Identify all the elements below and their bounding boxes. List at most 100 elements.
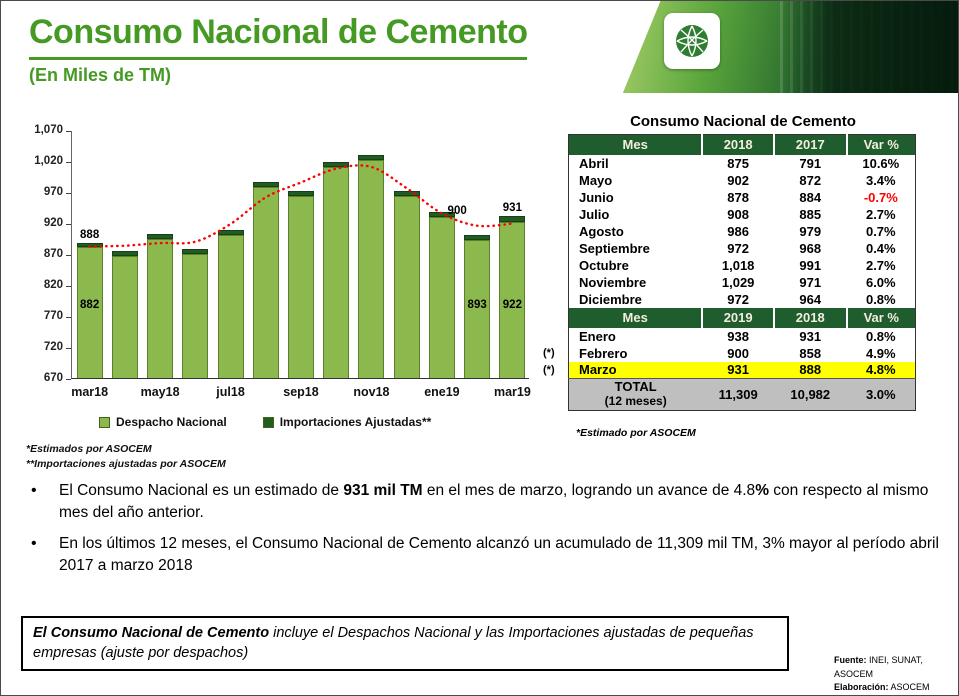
bar-despacho-dic18 xyxy=(393,195,420,378)
note-box: El Consumo Nacional de Cemento incluye e… xyxy=(21,616,789,672)
legend-swatch-icon xyxy=(262,416,274,428)
table-row: Septiembre 972 968 0.4% xyxy=(568,239,916,257)
table-cell-value: 972 xyxy=(702,239,774,257)
table-cell-month: Marzo xyxy=(568,361,703,379)
bar-value-label: 922 xyxy=(502,299,522,311)
table-cell-value: 900 xyxy=(702,344,774,362)
page-subtitle: (En Miles de TM) xyxy=(29,65,172,85)
table-cell-value: 4.9% xyxy=(846,344,916,362)
chart-legend: Despacho Nacional Importaciones Ajustadas… xyxy=(99,415,431,429)
estimated-row-marker: (*) xyxy=(543,346,555,359)
bar-importaciones-mar19 xyxy=(499,216,526,222)
table-cell-value: 878 xyxy=(702,188,774,206)
table-cell-value: 884 xyxy=(773,188,847,206)
x-axis-tick-label: mar18 xyxy=(71,385,109,399)
table-header-cell: Mes xyxy=(568,307,703,328)
y-axis-tick-label: 670 xyxy=(43,372,63,384)
y-axis-tick-mark xyxy=(66,224,71,225)
bar-despacho-jul18 xyxy=(217,235,244,378)
chart-footnote-1: *Estimados por ASOCEM xyxy=(26,443,152,455)
table-row: Noviembre 1,029 971 6.0% xyxy=(568,273,916,291)
table-row: Octubre 1,018 991 2.7% xyxy=(568,256,916,274)
table-cell-value: 791 xyxy=(773,154,847,172)
x-axis-tick-label: may18 xyxy=(140,385,180,399)
table-header-row: Mes 2018 2017 Var % xyxy=(568,134,916,155)
table-cell-value: 0.7% xyxy=(846,222,916,240)
table-row: Agosto 986 979 0.7% xyxy=(568,222,916,240)
x-axis-tick-label: mar19 xyxy=(493,385,531,399)
bar-value-label: 888 xyxy=(80,228,100,241)
source-line: Fuente: INEI, SUNAT, ASOCEM xyxy=(834,655,923,679)
bar-despacho-abr18 xyxy=(111,255,138,378)
bar-despacho-jun18 xyxy=(182,254,209,378)
table-total-value: 10,982 xyxy=(773,378,847,411)
bar-value-label: 900 xyxy=(447,205,467,218)
table-cell-value: 0.4% xyxy=(846,239,916,257)
table-total-value: 3.0% xyxy=(846,378,916,411)
chart-footnotes: *Estimados por ASOCEM **Importaciones aj… xyxy=(26,442,226,472)
legend-item: Importaciones Ajustadas** xyxy=(262,415,432,429)
table-cell-month: Septiembre xyxy=(568,239,703,257)
y-axis-tick-mark xyxy=(66,193,71,194)
y-axis-tick-label: 870 xyxy=(43,248,63,260)
table-cell-month: Diciembre xyxy=(568,290,703,308)
bar-despacho-may18 xyxy=(147,239,174,378)
table-header-cell: 2018 xyxy=(772,307,847,328)
y-axis-tick-label: 1,070 xyxy=(34,124,63,136)
table-row: Mayo 902 872 3.4% xyxy=(568,171,916,189)
table-header-cell: 2019 xyxy=(701,307,774,328)
x-axis-tick-label: jul18 xyxy=(216,385,245,399)
table-cell-value: 0.8% xyxy=(846,327,916,345)
y-axis-tick-label: 720 xyxy=(43,341,63,353)
bar-despacho-mar19 xyxy=(499,221,526,378)
source-line: Elaboración: ASOCEM xyxy=(834,682,930,692)
bullet-item: • En los últimos 12 meses, el Consumo Nac… xyxy=(31,533,943,577)
bar-despacho-ago18 xyxy=(252,187,279,378)
table-cell-value: 964 xyxy=(773,290,847,308)
bar-despacho-sep18 xyxy=(288,195,314,378)
table-cell-month: Febrero xyxy=(568,344,703,362)
bar-value-label: 882 xyxy=(80,299,100,311)
table-row: Abril 875 791 10.6% xyxy=(568,154,916,172)
table-header-cell: Var % xyxy=(845,134,916,155)
bullet-text: En los últimos 12 meses, el Consumo Naci… xyxy=(59,535,939,574)
bar-despacho-mar18 xyxy=(76,246,103,378)
table-title: Consumo Nacional de Cemento xyxy=(630,113,856,130)
page-title: Consumo Nacional de Cemento xyxy=(29,13,528,60)
y-axis-tick-mark xyxy=(66,286,71,287)
y-axis-tick-mark xyxy=(66,162,71,163)
table-cell-month: Abril xyxy=(568,154,703,172)
x-axis-tick-label: ene19 xyxy=(424,385,460,399)
table-cell-value: 6.0% xyxy=(846,273,916,291)
bar-importaciones-oct18 xyxy=(323,162,350,168)
table-row: Julio 908 885 2.7% xyxy=(568,205,916,223)
bar-value-label: 893 xyxy=(467,299,487,311)
table-panel: Consumo Nacional de Cemento Mes 2018 2017 V… xyxy=(543,113,918,439)
table-cell-value: -0.7% xyxy=(846,188,916,206)
table-cell-value: 888 xyxy=(773,361,847,379)
table-header-cell: 2018 xyxy=(701,134,774,155)
bullet-dot-icon: • xyxy=(31,535,37,552)
table-cell-value: 875 xyxy=(702,154,774,172)
legend-label: Importaciones Ajustadas** xyxy=(279,415,432,429)
bar-value-label: 931 xyxy=(502,202,522,215)
y-axis-tick-mark xyxy=(66,348,71,349)
source-block: Fuente: INEI, SUNAT, ASOCEM Elaboración: … xyxy=(834,654,958,695)
table-cell-value: 968 xyxy=(773,239,847,257)
table-cell-value: 986 xyxy=(702,222,774,240)
table-cell-month: Octubre xyxy=(568,256,703,274)
table-row: Enero 938 931 0.8% xyxy=(568,327,916,345)
bar-importaciones-nov18 xyxy=(358,155,385,161)
bar-importaciones-feb19 xyxy=(464,235,491,240)
table-cell-value: 1,029 xyxy=(702,273,774,291)
table-cell-value: 931 xyxy=(773,327,847,345)
y-axis-tick-mark xyxy=(66,317,71,318)
table-cell-value: 1,018 xyxy=(702,256,774,274)
legend-item: Despacho Nacional xyxy=(99,415,227,429)
legend-label: Despacho Nacional xyxy=(116,415,227,429)
table-header-cell: 2017 xyxy=(772,134,847,155)
bullet-list: • El Consumo Nacional es un estimado de 9… xyxy=(31,480,943,586)
y-axis-tick-label: 970 xyxy=(43,186,63,198)
table-header-cell: Mes xyxy=(568,134,703,155)
